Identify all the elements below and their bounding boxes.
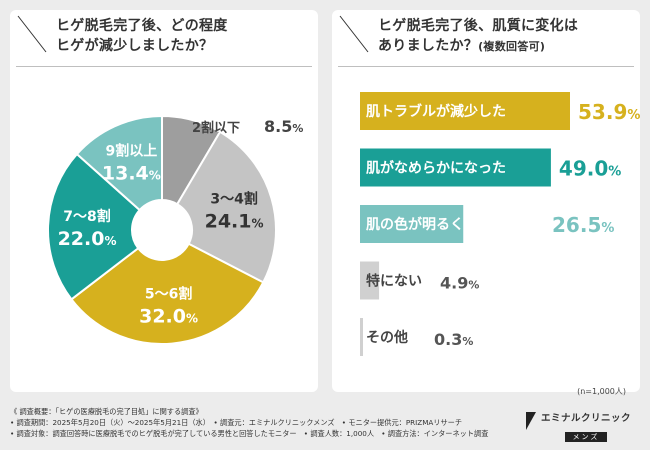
left-chart-title: ヒゲ脱毛完了後、どの程度 ヒゲが減少しましたか？	[56, 16, 228, 56]
bar-value: 4.9%	[440, 274, 479, 293]
bar-label: 肌トラブルが減少した	[366, 103, 506, 120]
footer-line-1: 《 調査概要：「ヒゲの医療脱毛の完了目処」に関する調査》	[10, 407, 203, 416]
left-card: ヒゲ脱毛完了後、どの程度 ヒゲが減少しましたか？ 2割以下 8.5% 3〜4割 24.…	[10, 10, 318, 392]
slice-value: 13.4%	[102, 163, 161, 185]
left-title-rule	[16, 66, 312, 67]
bar-label: 肌がなめらかになった	[366, 160, 506, 177]
footer-line-2: • 調査期間：2025年5月20日（火）〜2025年5月21日（水） • 調査元…	[10, 418, 463, 427]
brand-logo: エミナルクリニック メンズ	[534, 410, 638, 443]
slice-value: 22.0%	[58, 228, 117, 250]
bar	[360, 261, 380, 300]
logo-main-text: エミナルクリニック	[540, 413, 631, 424]
bar	[360, 148, 551, 187]
slice-label: 3〜4割	[210, 190, 257, 207]
logo-sub-text: メンズ	[564, 432, 608, 442]
survey-footer: 《 調査概要：「ヒゲの医療脱毛の完了目処」に関する調査》 • 調査期間：2025…	[10, 406, 510, 439]
slice-label: 5〜6割	[145, 286, 192, 303]
title-quote-mark	[339, 15, 369, 53]
slice-value: 32.0%	[139, 306, 198, 328]
sample-size-note: (n=1,000人)	[577, 387, 626, 396]
footer-line-3: • 調査対象：調査回答時に医療脱毛でのヒゲ脱毛が完了している男性と回答したモニタ…	[10, 429, 489, 438]
left-title-line-2: ヒゲが減少しましたか？	[56, 38, 214, 54]
donut-chart: 2割以下 8.5% 3〜4割 24.1% 5〜6割 32.0% 7〜8割 22.0% 9割以上 1…	[47, 114, 303, 345]
slice-value: 8.5%	[264, 117, 303, 136]
bar-value: 49.0%	[559, 157, 621, 181]
left-title-line-1: ヒゲ脱毛完了後、どの程度	[56, 18, 228, 34]
slice-label: 7〜8割	[63, 208, 110, 225]
slice-label: 2割以下	[192, 120, 240, 136]
logo-mark-icon	[526, 412, 536, 430]
right-title-sub: (複数回答可)	[478, 40, 546, 53]
donut-slice	[70, 242, 265, 345]
bar-label: 特にない	[366, 273, 422, 290]
bar-label: その他	[366, 329, 408, 346]
bar	[360, 92, 570, 130]
slice-label: 9割以上	[105, 143, 157, 160]
donut-slice	[175, 130, 277, 284]
bar-value: 26.5%	[552, 213, 614, 237]
bar-chart: 肌トラブルが減少した 53.9% 肌がなめらかになった 49.0% 肌の色が明るくなった…	[360, 92, 640, 356]
bar-label: 肌の色が明るくなった	[366, 216, 506, 233]
right-title-line-2-main: ありましたか？	[378, 38, 479, 54]
right-title-rule	[338, 66, 634, 67]
right-title-line-1: ヒゲ脱毛完了後、肌質に変化は	[378, 18, 579, 34]
title-quote-mark	[17, 15, 47, 53]
right-chart-title: ヒゲ脱毛完了後、肌質に変化は ありましたか？(複数回答可)	[378, 16, 578, 57]
bar-value: 0.3%	[434, 330, 473, 349]
bar-value: 53.9%	[578, 100, 640, 124]
right-card: ヒゲ脱毛完了後、肌質に変化は ありましたか？(複数回答可) 肌トラブルが減少した…	[332, 10, 640, 396]
right-title-line-2: ありましたか？(複数回答可)	[378, 36, 578, 57]
bar	[360, 318, 363, 356]
donut-slice	[75, 114, 163, 212]
bar	[360, 205, 464, 243]
slice-value: 24.1%	[205, 210, 264, 232]
